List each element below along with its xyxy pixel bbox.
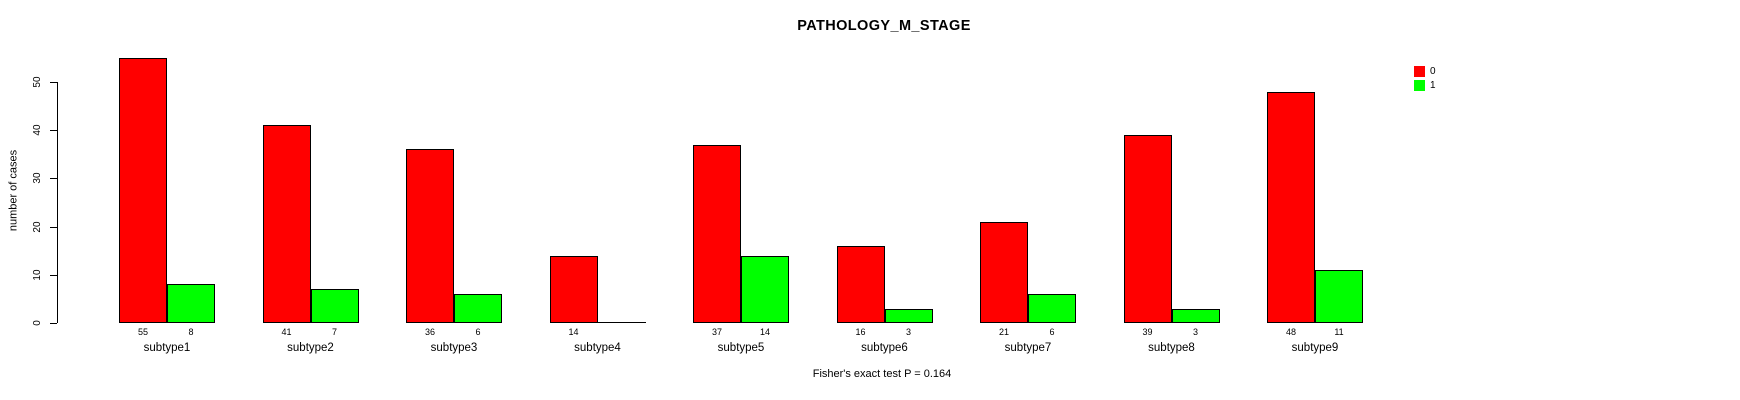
y-axis-tick xyxy=(50,274,57,276)
bar-count-label: 39 xyxy=(1142,327,1153,337)
y-axis-tick-label: 0 xyxy=(32,320,43,326)
category-label-subtype4: subtype4 xyxy=(574,342,621,354)
legend-swatch-1 xyxy=(1414,80,1425,91)
y-axis-tick-label: 10 xyxy=(32,269,43,281)
bar-subtype4-series1-zero xyxy=(597,322,646,323)
y-axis-label: number of cases xyxy=(7,149,20,232)
y-axis-tick xyxy=(50,178,57,180)
category-label-subtype2: subtype2 xyxy=(287,342,334,354)
chart-title: PATHOLOGY_M_STAGE xyxy=(797,18,971,34)
bar-count-label: 11 xyxy=(1334,327,1344,337)
y-axis-tick xyxy=(50,82,57,83)
y-axis-tick-label: 50 xyxy=(32,76,43,88)
bar-count-label: 48 xyxy=(1285,327,1296,337)
category-label-subtype6: subtype6 xyxy=(861,342,908,354)
category-label-subtype1: subtype1 xyxy=(143,342,191,354)
category-label-subtype8: subtype8 xyxy=(1148,342,1195,354)
bar-subtype7-series1 xyxy=(1028,294,1076,323)
bar-count-label: 3 xyxy=(1192,327,1198,337)
bar-subtype8-series0 xyxy=(1123,135,1172,323)
bar-subtype3-series1 xyxy=(454,294,502,323)
bar-count-label: 14 xyxy=(568,327,579,337)
bar-count-label: 14 xyxy=(759,327,770,337)
y-axis-tick xyxy=(50,323,57,324)
category-label-subtype7: subtype7 xyxy=(1004,342,1052,354)
bar-count-label: 6 xyxy=(475,327,481,337)
bar-subtype8-series1 xyxy=(1171,308,1220,323)
bar-subtype9-series1 xyxy=(1315,269,1363,323)
y-axis-tick xyxy=(50,226,57,228)
bar-count-label: 37 xyxy=(711,327,722,337)
bar-count-label: 6 xyxy=(1049,327,1055,337)
legend-swatch-0 xyxy=(1414,66,1425,77)
y-axis-tick-label: 20 xyxy=(32,221,43,233)
bar-subtype1-series1 xyxy=(167,284,215,323)
bar-subtype5-series1 xyxy=(741,255,789,323)
bar-count-label: 16 xyxy=(855,327,866,337)
y-axis-tick-label: 30 xyxy=(32,172,43,184)
legend-label-1: 1 xyxy=(1430,80,1436,91)
bar-subtype6-series1 xyxy=(884,308,933,323)
category-label-subtype5: subtype5 xyxy=(717,342,765,354)
bar-count-label: 8 xyxy=(188,327,194,337)
bar-subtype4-series0 xyxy=(549,255,598,323)
bar-subtype3-series0 xyxy=(406,149,454,323)
bar-count-label: 41 xyxy=(281,327,292,337)
bar-subtype6-series0 xyxy=(836,245,885,323)
bar-count-label: 36 xyxy=(424,327,435,337)
legend-item-1: 1 xyxy=(1414,80,1436,91)
bar-count-label: 21 xyxy=(998,327,1009,337)
bar-subtype5-series0 xyxy=(693,144,741,323)
annotation-text: Fisher's exact test P = 0.164 xyxy=(812,368,952,380)
bar-subtype9-series0 xyxy=(1267,91,1315,323)
y-axis-line xyxy=(57,82,58,323)
category-label-subtype9: subtype9 xyxy=(1291,342,1339,354)
legend-item-0: 0 xyxy=(1414,66,1436,77)
bar-subtype7-series0 xyxy=(980,221,1028,323)
legend-label-0: 0 xyxy=(1430,66,1436,77)
category-label-subtype3: subtype3 xyxy=(430,342,478,354)
bar-count-label: 55 xyxy=(137,327,148,337)
bar-subtype1-series0 xyxy=(119,57,167,323)
bar-count-label: 3 xyxy=(905,327,911,337)
y-axis-tick xyxy=(50,130,57,132)
y-axis-tick-label: 40 xyxy=(32,124,43,136)
bar-count-label: 7 xyxy=(331,327,337,337)
bar-subtype2-series1 xyxy=(310,289,359,323)
bar-subtype2-series0 xyxy=(262,125,311,323)
